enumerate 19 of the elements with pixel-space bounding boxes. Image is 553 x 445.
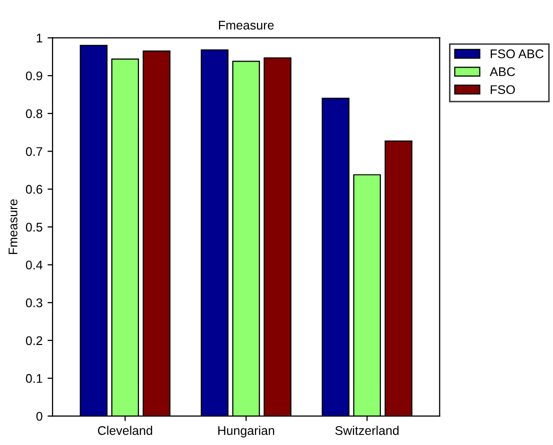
x-tick-label: Cleveland (98, 426, 152, 435)
chart-title: Fmeasure (218, 20, 274, 30)
y-axis-title: Fmeasure (8, 199, 18, 254)
x-tick-label: Hungarian (218, 426, 274, 438)
y-tick-label: 0.9 (26, 71, 42, 80)
y-tick-label: 0.1 (26, 374, 42, 383)
y-tick-label: 0 (36, 412, 42, 421)
legend-label: FSO ABC (490, 49, 544, 58)
y-tick-label: 0.5 (26, 222, 42, 232)
y-tick-label: 0.8 (26, 109, 42, 118)
x-tick-label: Switzerland (335, 426, 399, 435)
y-tick-label: 0.2 (26, 336, 42, 346)
y-tick-label: 0.6 (26, 184, 42, 194)
y-tick-label: 0.4 (26, 260, 42, 270)
y-tick-label: 0.7 (26, 147, 42, 156)
y-tick-label: 0.3 (26, 298, 42, 308)
legend-label: ABC (490, 67, 515, 76)
legend-label: FSO (490, 85, 515, 94)
y-tick-label: 1 (36, 34, 42, 42)
